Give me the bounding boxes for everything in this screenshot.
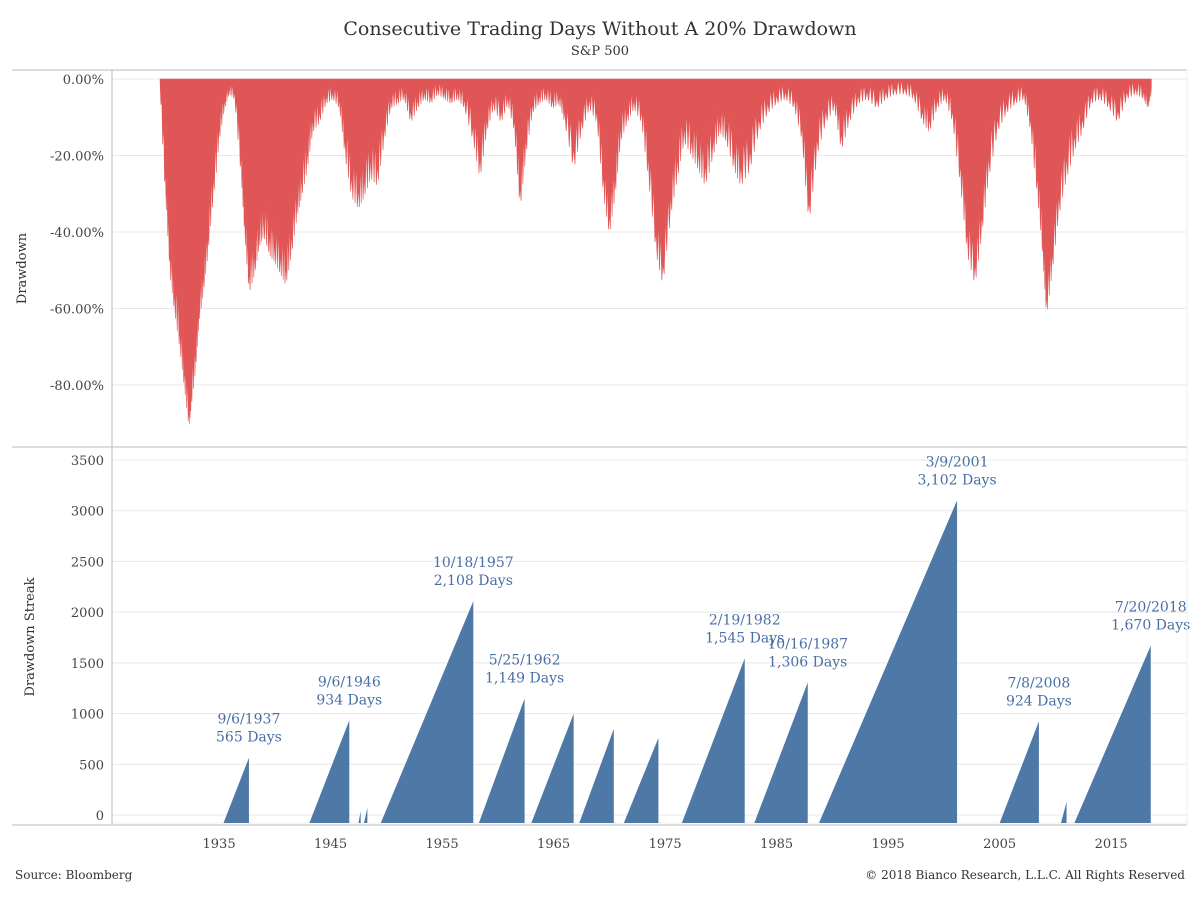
y-tick-label: 2500: [71, 555, 104, 570]
y-axis-label: Drawdown: [15, 232, 30, 304]
streak-bar: [358, 810, 361, 823]
y-tick-label: 500: [79, 758, 104, 773]
y-tick-label: 1000: [71, 708, 104, 723]
y-axis-label: Drawdown Streak: [23, 577, 38, 696]
annotation-days: 934 Days: [316, 692, 382, 708]
annotation-date: 9/6/1937: [217, 712, 280, 728]
streak-bar: [309, 720, 350, 823]
streak-bar: [819, 500, 958, 823]
chart-title: Consecutive Trading Days Without A 20% D…: [343, 18, 857, 40]
x-tick-label: 1975: [649, 837, 682, 852]
annotation-days: 3,102 Days: [917, 472, 996, 488]
annotation-days: 2,108 Days: [434, 573, 513, 589]
x-tick-label: 1935: [203, 837, 236, 852]
streak-bar: [531, 713, 574, 823]
chart-frame: [12, 69, 1188, 826]
streak-bar: [478, 698, 525, 823]
annotation-days: 1,670 Days: [1111, 618, 1190, 634]
y-tick-label: 2000: [71, 606, 104, 621]
annotation-date: 5/25/1962: [489, 652, 561, 668]
y-tick-label: 3000: [71, 505, 104, 520]
annotation-days: 1,149 Days: [485, 670, 564, 686]
annotation-date: 7/8/2008: [1007, 675, 1070, 691]
streak-bar: [380, 601, 474, 823]
streak-bar: [1060, 801, 1067, 823]
streak-bar: [754, 682, 808, 823]
y-tick-label: 0: [96, 809, 104, 824]
x-tick-label: 2015: [1095, 837, 1128, 852]
annotation-date: 10/18/1957: [433, 555, 514, 571]
streak-bar: [223, 757, 249, 823]
y-tick-label: -20.00%: [50, 150, 104, 165]
copyright-note: © 2018 Bianco Research, L.L.C. All Right…: [865, 868, 1185, 882]
y-tick-label: -60.00%: [50, 303, 104, 318]
annotation-days: 924 Days: [1006, 693, 1072, 709]
annotation-date: 2/19/1982: [709, 612, 781, 628]
annotation-days: 565 Days: [216, 730, 282, 746]
streak-bar: [999, 721, 1039, 823]
streak-bar: [579, 728, 614, 823]
y-tick-label: -40.00%: [50, 226, 104, 241]
annotation-days: 1,306 Days: [768, 655, 847, 671]
x-tick-label: 1995: [872, 837, 905, 852]
y-tick-label: -80.00%: [50, 379, 104, 394]
x-tick-label: 1955: [426, 837, 459, 852]
streak-bar: [623, 737, 659, 823]
streak-bar: [1074, 645, 1151, 823]
drawdown-panel: 0.00% -20.00% -40.00% -60.00% -80.00% Drawdow…: [15, 73, 1187, 424]
chart-subtitle: S&P 500: [570, 44, 630, 59]
x-tick-label: 1945: [314, 837, 347, 852]
y-tick-label: 3500: [71, 454, 104, 469]
annotation-days: 1,545 Days: [705, 630, 784, 646]
streak-bar: [364, 807, 368, 823]
annotation-date: 10/16/1987: [767, 637, 848, 653]
annotation-date: 9/6/1946: [318, 674, 381, 690]
y-tick-label: 1500: [71, 657, 104, 672]
x-tick-label: 2005: [983, 837, 1016, 852]
x-tick-label: 1965: [537, 837, 570, 852]
streak-panel: 0 500 1000 1500 2000 2500 3000 3500 Drawdown Str…: [23, 454, 1190, 852]
annotation-date: 3/9/2001: [926, 454, 989, 470]
streak-bar: [681, 658, 745, 823]
y-tick-label: 0.00%: [63, 73, 104, 88]
x-tick-label: 1985: [760, 837, 793, 852]
drawdown-area: [159, 78, 1152, 424]
annotation-date: 7/20/2018: [1115, 600, 1187, 616]
source-note: Source: Bloomberg: [15, 868, 133, 882]
